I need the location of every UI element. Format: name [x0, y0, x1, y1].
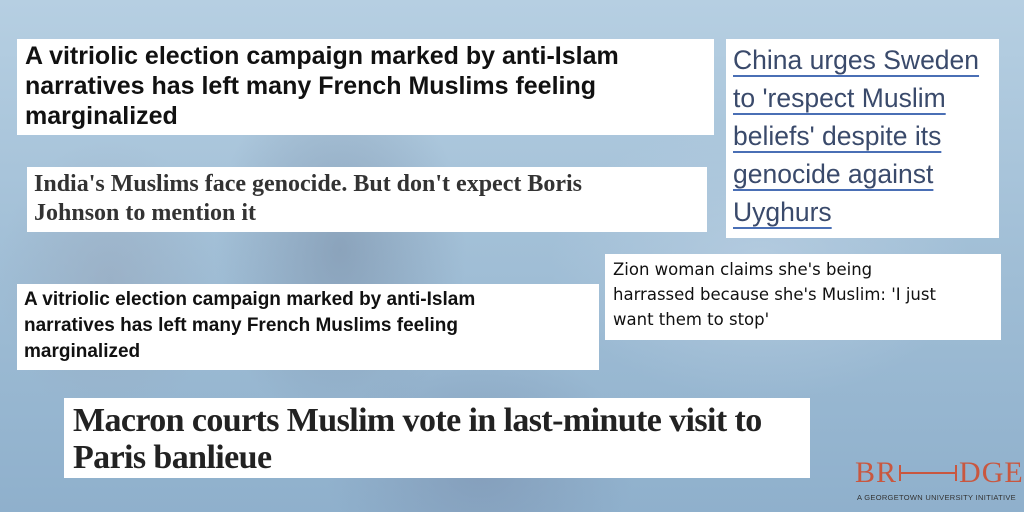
headline-card-china-sweden: China urges Sweden to 'respect Muslim be…	[726, 39, 999, 238]
headline-line: narratives has left many French Muslims …	[24, 315, 458, 336]
headline-line: A vitriolic election campaign marked by …	[25, 42, 619, 70]
headline-card-india-muslims: India's Muslims face genocide. But don't…	[27, 167, 707, 232]
logo-text-left: BR	[855, 456, 898, 489]
headline-line: narratives has left many French Muslims …	[25, 72, 597, 100]
headline-card-macron: Macron courts Muslim vote in last-minute…	[64, 398, 810, 478]
headline-line: Paris banlieue	[73, 439, 272, 476]
headline-card-french-muslims-repeat: A vitriolic election campaign marked by …	[17, 284, 599, 370]
headline-link-line: beliefs' despite its	[733, 121, 942, 151]
headline-line: Zion woman claims she's being	[613, 260, 873, 279]
headline-line: Johnson to mention it	[34, 200, 257, 226]
headline-line: marginalized	[24, 341, 141, 362]
headline-line: Macron courts Muslim vote in last-minute…	[73, 402, 762, 439]
headline-link-line: Uyghurs	[733, 197, 832, 227]
headline-line: harrassed because she's Muslim: 'I just	[613, 285, 936, 304]
headline-line: marginalized	[25, 102, 178, 130]
headline-line: India's Muslims face genocide. But don't…	[34, 171, 583, 197]
bridge-wordmark: BR DGE	[855, 456, 1024, 490]
logo-tagline: A GEORGETOWN UNIVERSITY INITIATIVE	[857, 493, 1016, 502]
bridge-mark-icon	[899, 465, 958, 482]
headline-card-zion-woman: Zion woman claims she's being harrassed …	[605, 254, 1001, 340]
headline-link-line: genocide against	[733, 159, 934, 189]
headline-link-line: China urges Sweden	[733, 45, 980, 75]
logo-text-right: DGE	[959, 456, 1024, 489]
headline-line: A vitriolic election campaign marked by …	[24, 289, 476, 310]
bridge-logo: BR DGE A GEORGETOWN UNIVERSITY INITIATIVE	[851, 456, 1024, 506]
headline-line: want them to stop'	[613, 310, 770, 329]
headline-link-line: to 'respect Muslim	[733, 83, 946, 113]
headline-card-french-muslims-cnn: A vitriolic election campaign marked by …	[17, 39, 714, 135]
